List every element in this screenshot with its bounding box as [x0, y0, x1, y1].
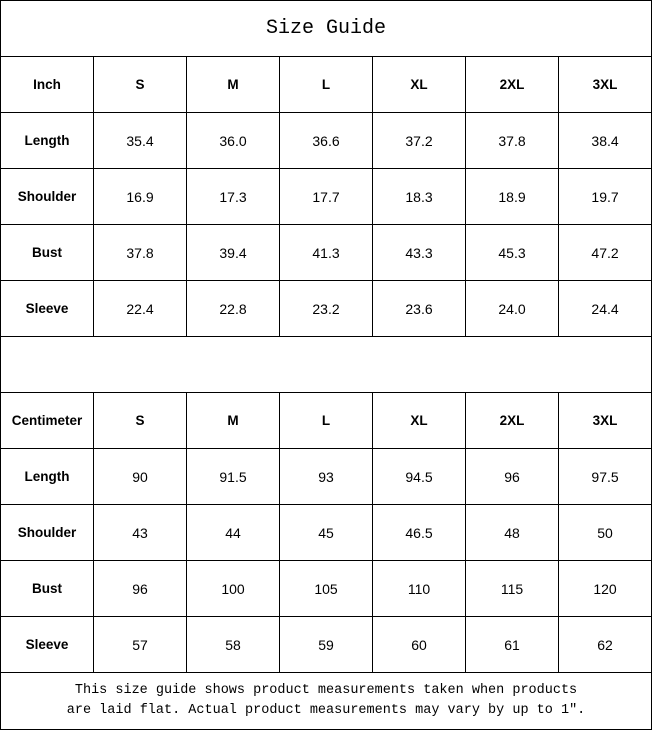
measurement-value: 18.3 — [372, 168, 466, 225]
measurement-value: 41.3 — [279, 224, 373, 281]
note-line-2: are laid flat. Actual product measuremen… — [66, 703, 586, 718]
measurement-value: 94.5 — [372, 448, 466, 505]
measurement-value: 22.4 — [93, 280, 187, 337]
measurement-value: 38.4 — [557, 112, 653, 169]
measurement-value: 37.8 — [465, 112, 559, 169]
title-row: Size Guide — [0, 0, 653, 57]
measurement-value: 93 — [279, 448, 373, 505]
size-header-m: M — [186, 392, 280, 449]
measurement-value: 35.4 — [93, 112, 187, 169]
inch-header-row: Inch S M L XL 2XL 3XL — [0, 56, 653, 113]
measurement-value: 17.3 — [186, 168, 280, 225]
table-row: Bust 96 100 105 110 115 120 — [0, 560, 653, 617]
measurement-value: 37.2 — [372, 112, 466, 169]
measurement-value: 19.7 — [557, 168, 653, 225]
measurement-value: 59 — [279, 616, 373, 673]
table-row: Shoulder 16.9 17.3 17.7 18.3 18.9 19.7 — [0, 168, 653, 225]
spacer-cell — [0, 336, 653, 393]
size-header-2xl: 2XL — [465, 392, 559, 449]
spacer-row — [0, 336, 653, 393]
size-header-xl: XL — [372, 56, 466, 113]
measurement-value: 110 — [372, 560, 466, 617]
size-header-xl: XL — [372, 392, 466, 449]
measurement-value: 43.3 — [372, 224, 466, 281]
inch-unit-label: Inch — [0, 56, 94, 113]
page-title: Size Guide — [0, 0, 653, 57]
centimeter-header-row: Centimeter S M L XL 2XL 3XL — [0, 392, 653, 449]
measurement-value: 46.5 — [372, 504, 466, 561]
measurement-value: 96 — [93, 560, 187, 617]
measurement-value: 22.8 — [186, 280, 280, 337]
measurement-value: 57 — [93, 616, 187, 673]
table-row: Length 90 91.5 93 94.5 96 97.5 — [0, 448, 653, 505]
measurement-value: 24.4 — [557, 280, 653, 337]
note-line-1: This size guide shows product measuremen… — [74, 683, 578, 698]
measurement-value: 96 — [465, 448, 559, 505]
measurement-label: Length — [0, 112, 94, 169]
measurement-value: 105 — [279, 560, 373, 617]
measurement-label: Bust — [0, 224, 94, 281]
centimeter-unit-label: Centimeter — [0, 392, 94, 449]
measurement-value: 97.5 — [557, 448, 653, 505]
measurement-value: 23.6 — [372, 280, 466, 337]
measurement-label: Sleeve — [0, 616, 94, 673]
size-header-l: L — [279, 392, 373, 449]
measurement-value: 60 — [372, 616, 466, 673]
measurement-value: 91.5 — [186, 448, 280, 505]
measurement-value: 43 — [93, 504, 187, 561]
measurement-value: 39.4 — [186, 224, 280, 281]
size-header-3xl: 3XL — [557, 56, 653, 113]
measurement-value: 47.2 — [557, 224, 653, 281]
measurement-value: 23.2 — [279, 280, 373, 337]
table-row: Shoulder 43 44 45 46.5 48 50 — [0, 504, 653, 561]
table-row: Sleeve 57 58 59 60 61 62 — [0, 616, 653, 673]
measurement-value: 62 — [557, 616, 653, 673]
measurement-value: 58 — [186, 616, 280, 673]
measurement-value: 44 — [186, 504, 280, 561]
size-header-m: M — [186, 56, 280, 113]
size-header-s: S — [93, 392, 187, 449]
size-header-3xl: 3XL — [557, 392, 653, 449]
measurement-value: 16.9 — [93, 168, 187, 225]
measurement-value: 100 — [186, 560, 280, 617]
measurement-value: 90 — [93, 448, 187, 505]
table-row: Bust 37.8 39.4 41.3 43.3 45.3 47.2 — [0, 224, 653, 281]
measurement-value: 18.9 — [465, 168, 559, 225]
measurement-value: 45 — [279, 504, 373, 561]
measurement-value: 115 — [465, 560, 559, 617]
size-header-s: S — [93, 56, 187, 113]
measurement-value: 45.3 — [465, 224, 559, 281]
measurement-value: 61 — [465, 616, 559, 673]
measurement-label: Length — [0, 448, 94, 505]
measurement-value: 50 — [557, 504, 653, 561]
measurement-value: 24.0 — [465, 280, 559, 337]
measurement-label: Bust — [0, 560, 94, 617]
measurement-value: 120 — [557, 560, 653, 617]
measurement-note: This size guide shows product measuremen… — [0, 672, 653, 730]
measurement-label: Shoulder — [0, 504, 94, 561]
note-row: This size guide shows product measuremen… — [0, 672, 653, 730]
measurement-value: 48 — [465, 504, 559, 561]
measurement-label: Sleeve — [0, 280, 94, 337]
measurement-value: 37.8 — [93, 224, 187, 281]
measurement-value: 17.7 — [279, 168, 373, 225]
size-header-2xl: 2XL — [465, 56, 559, 113]
measurement-value: 36.0 — [186, 112, 280, 169]
size-header-l: L — [279, 56, 373, 113]
measurement-value: 36.6 — [279, 112, 373, 169]
measurement-label: Shoulder — [0, 168, 94, 225]
table-row: Sleeve 22.4 22.8 23.2 23.6 24.0 24.4 — [0, 280, 653, 337]
table-row: Length 35.4 36.0 36.6 37.2 37.8 38.4 — [0, 112, 653, 169]
